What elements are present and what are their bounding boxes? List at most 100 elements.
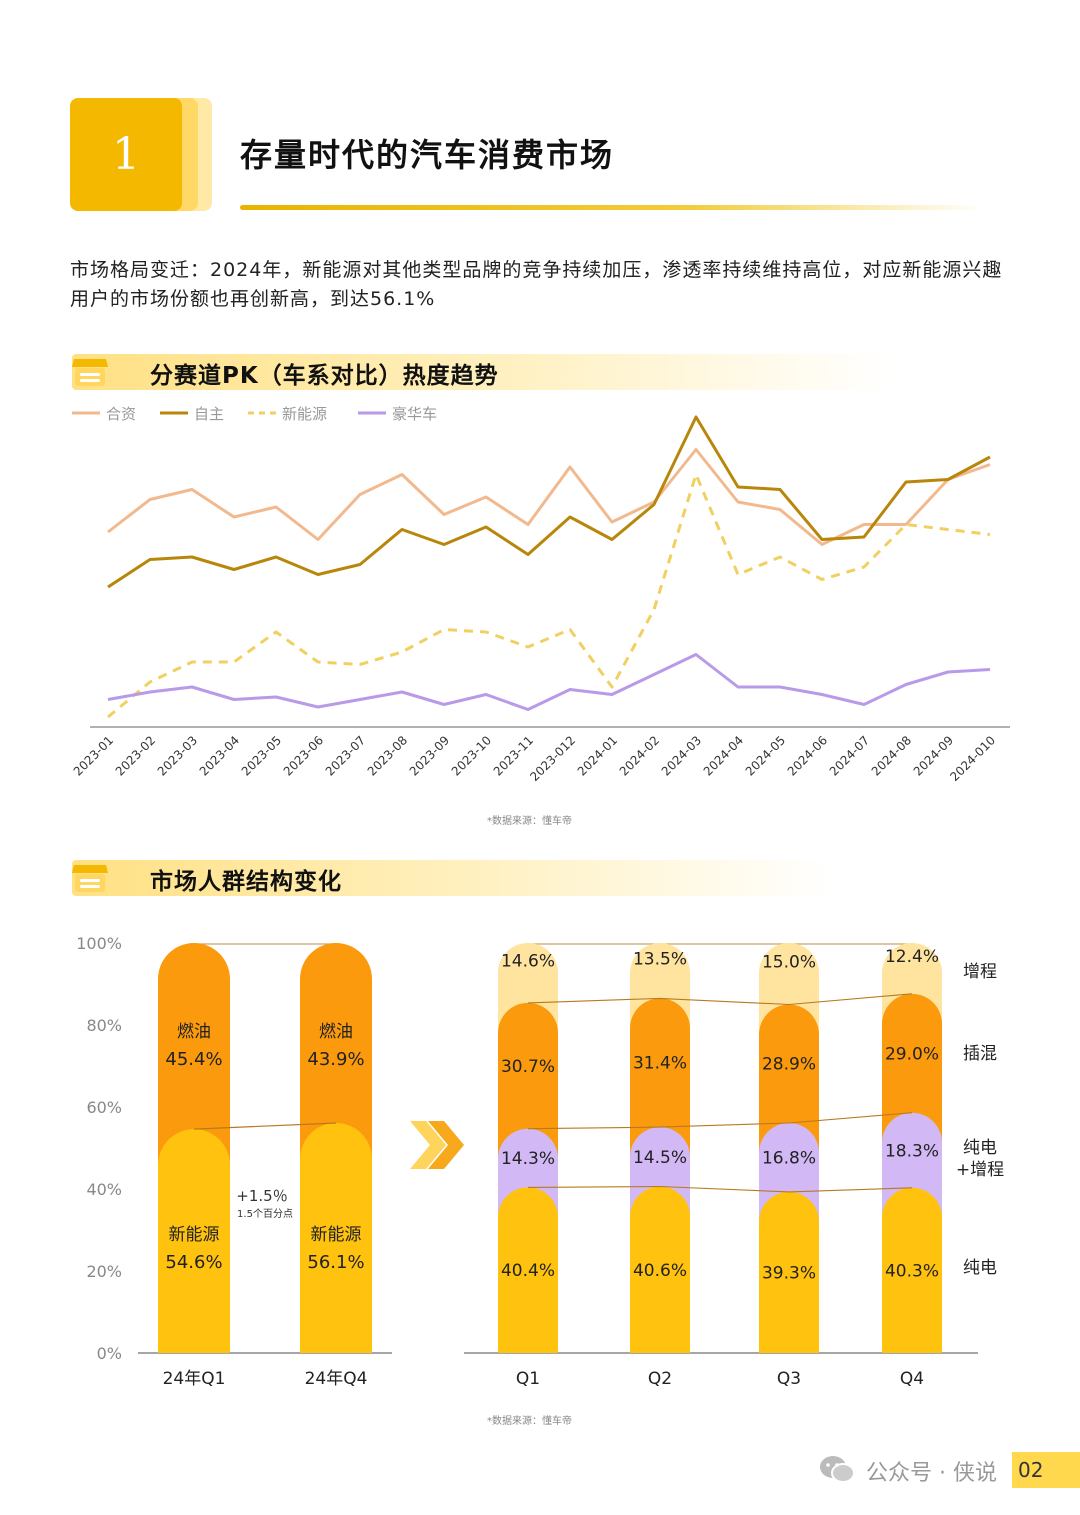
x-tick-label: 2023-06	[281, 733, 326, 778]
x-tick-label: 24年Q1	[163, 1369, 226, 1389]
title-underline	[240, 205, 985, 210]
y-tick-label: 60%	[86, 1098, 122, 1117]
annotation-sub: 1.5个百分点	[237, 1208, 293, 1220]
x-tick-label: Q4	[900, 1369, 924, 1389]
legend-item: 合资	[72, 405, 136, 423]
section-number-block: 1	[70, 98, 212, 211]
legend-item: 新能源	[248, 405, 327, 423]
section-header-band-2	[72, 860, 832, 896]
segment-name-label: 新能源	[169, 1225, 220, 1245]
page-number-chip	[1012, 1452, 1080, 1488]
data-label: 40.3%	[885, 1261, 939, 1281]
data-label: 15.0%	[762, 952, 816, 972]
section-title-trend: 分赛道PK（车系对比）热度趋势	[150, 363, 499, 389]
legend-label: 自主	[194, 405, 224, 423]
page-number: 02	[1018, 1458, 1044, 1482]
chevron-left	[410, 1121, 446, 1169]
segment-connector-line	[527, 993, 913, 1006]
data-label: 40.4%	[501, 1261, 555, 1281]
data-label: 12.4%	[885, 947, 939, 967]
data-label: 40.6%	[633, 1261, 687, 1281]
shop-icon	[72, 359, 108, 386]
x-tick-label: 2023-09	[407, 733, 452, 778]
data-label: 18.3%	[885, 1141, 939, 1161]
intro-paragraph: 市场格局变迁：2024年，新能源对其他类型品牌的竞争持续加压，渗透率持续维持高位…	[70, 259, 1003, 310]
nev-connector-line	[193, 1122, 337, 1130]
y-tick-label: 0%	[97, 1344, 122, 1363]
series-line-新能源	[107, 473, 991, 719]
data-label: 14.5%	[633, 1148, 687, 1168]
data-label: 13.5%	[633, 949, 687, 969]
y-tick-label: 80%	[86, 1016, 122, 1035]
x-tick-label: 2023-08	[365, 733, 410, 778]
section-title-structure: 市场人群结构变化	[150, 869, 342, 895]
audience-structure-charts: 0% 20% 40% 60% 80% 100% 燃油 45.4% 新能源 54.6% 24年Q1 燃油…	[76, 934, 1004, 1389]
bar-segment-纯电	[630, 1186, 690, 1353]
x-tick-label: Q3	[777, 1369, 801, 1389]
trend-line-chart: 合资 自主 新能源 豪华车2023-012023-022023-032023-0420…	[71, 405, 1010, 784]
x-tick-label: 2024-010	[947, 733, 998, 784]
number-block-front	[70, 98, 182, 211]
segment-connector-line	[527, 1185, 913, 1193]
series-line-豪华车	[107, 653, 991, 711]
x-tick-label: 2024-05	[743, 733, 788, 778]
data-source-note: *数据来源：懂车帝	[487, 1416, 572, 1427]
watermark-text: 公众号 · 侠说	[866, 1461, 997, 1486]
x-tick-label: 2024-08	[869, 733, 914, 778]
x-tick-label: 2024-03	[659, 733, 704, 778]
x-tick-label: 2024-01	[575, 733, 620, 778]
data-label: 28.9%	[762, 1055, 816, 1075]
series-side-label: 插混	[963, 1044, 997, 1064]
data-label: 14.6%	[501, 952, 555, 972]
data-label: 16.8%	[762, 1148, 816, 1168]
shop-icon	[72, 865, 108, 892]
x-tick-label: 2023-05	[239, 733, 284, 778]
series-line-自主	[107, 415, 991, 589]
data-label: 54.6%	[165, 1252, 222, 1273]
legend-label: 豪华车	[392, 405, 437, 423]
bar-segment-新能源	[300, 1122, 372, 1353]
x-tick-label: 2023-04	[197, 733, 242, 778]
segment-name-label: 燃油	[177, 1022, 211, 1042]
bar-segment-纯电	[498, 1187, 558, 1353]
x-tick-label: 2023-01	[71, 733, 116, 778]
series-side-label: 增程	[963, 962, 997, 982]
x-tick-label: Q2	[648, 1369, 672, 1389]
y-tick-label: 100%	[76, 934, 122, 953]
data-label: 39.3%	[762, 1263, 816, 1283]
double-chevron-icon	[410, 1121, 464, 1169]
data-label: 45.4%	[165, 1049, 222, 1070]
y-tick-label: 20%	[86, 1262, 122, 1281]
data-label: 29.0%	[885, 1044, 939, 1064]
y-tick-label: 40%	[86, 1180, 122, 1199]
data-label: 31.4%	[633, 1054, 687, 1074]
data-label: 30.7%	[501, 1057, 555, 1077]
x-tick-label: 2023-03	[155, 733, 200, 778]
segment-name-label: 新能源	[311, 1225, 362, 1245]
data-label: 56.1%	[307, 1252, 364, 1273]
x-tick-label: Q1	[516, 1369, 540, 1389]
x-tick-label: 2024-04	[701, 733, 746, 778]
bar-segment-新能源	[158, 1129, 230, 1353]
x-tick-label: 2023-07	[323, 733, 368, 778]
segment-connector-line	[527, 1112, 913, 1130]
bar-segment-纯电	[759, 1191, 819, 1353]
series-side-label: 纯电	[963, 1138, 997, 1158]
bar-segment-纯电	[882, 1187, 942, 1353]
series-side-label: 纯电	[963, 1258, 997, 1278]
wechat-icon	[820, 1456, 855, 1483]
data-source-note: *数据来源：懂车帝	[487, 816, 572, 827]
x-tick-label: 2023-10	[449, 733, 494, 778]
section-number: 1	[112, 129, 140, 180]
legend-label: 新能源	[282, 405, 327, 423]
x-tick-label: 2024-06	[785, 733, 830, 778]
x-tick-label: 2023-012	[527, 733, 578, 784]
series-side-label: +增程	[956, 1160, 1004, 1180]
data-label: 14.3%	[501, 1149, 555, 1169]
x-tick-label: 2023-02	[113, 733, 158, 778]
annotation-main: +1.5％	[236, 1187, 287, 1205]
x-tick-label: 24年Q4	[305, 1369, 368, 1389]
series-line-合资	[107, 448, 991, 546]
x-tick-label: 2024-02	[617, 733, 662, 778]
data-label: 43.9%	[307, 1049, 364, 1070]
